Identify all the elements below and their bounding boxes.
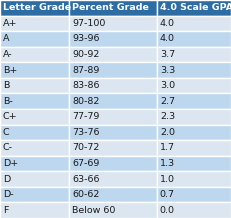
Bar xyxy=(0,0,69,15)
Text: 80-82: 80-82 xyxy=(72,97,100,106)
Text: C+: C+ xyxy=(3,112,17,121)
Text: 97-100: 97-100 xyxy=(72,19,105,28)
Bar xyxy=(69,187,157,203)
Bar xyxy=(0,187,69,203)
Bar xyxy=(157,171,231,187)
Text: 93-96: 93-96 xyxy=(72,34,100,43)
Text: 2.7: 2.7 xyxy=(160,97,175,106)
Text: A-: A- xyxy=(3,50,12,59)
Text: C-: C- xyxy=(3,143,13,152)
Text: 1.3: 1.3 xyxy=(160,159,175,168)
Text: Percent Grade: Percent Grade xyxy=(72,3,149,12)
Bar xyxy=(157,156,231,171)
Text: C: C xyxy=(3,128,9,137)
Bar xyxy=(0,31,69,47)
Bar xyxy=(69,203,157,218)
Bar xyxy=(69,47,157,62)
Bar xyxy=(0,109,69,124)
Bar xyxy=(69,78,157,94)
Text: 2.0: 2.0 xyxy=(160,128,175,137)
Text: Below 60: Below 60 xyxy=(72,206,116,215)
Text: Letter Grade: Letter Grade xyxy=(3,3,71,12)
Bar xyxy=(157,31,231,47)
Bar xyxy=(157,124,231,140)
Text: F: F xyxy=(3,206,8,215)
Bar xyxy=(69,124,157,140)
Bar xyxy=(69,0,157,15)
Bar xyxy=(69,109,157,124)
Bar xyxy=(157,187,231,203)
Text: 4.0 Scale GPA: 4.0 Scale GPA xyxy=(160,3,231,12)
Text: A+: A+ xyxy=(3,19,17,28)
Text: B: B xyxy=(3,81,9,90)
Text: 90-92: 90-92 xyxy=(72,50,100,59)
Bar xyxy=(0,156,69,171)
Bar xyxy=(157,78,231,94)
Bar xyxy=(0,62,69,78)
Text: 60-62: 60-62 xyxy=(72,190,100,199)
Text: D-: D- xyxy=(3,190,13,199)
Bar xyxy=(157,140,231,156)
Text: 70-72: 70-72 xyxy=(72,143,100,152)
Bar xyxy=(157,47,231,62)
Bar xyxy=(69,15,157,31)
Bar xyxy=(0,15,69,31)
Text: 2.3: 2.3 xyxy=(160,112,175,121)
Text: 77-79: 77-79 xyxy=(72,112,100,121)
Text: 73-76: 73-76 xyxy=(72,128,100,137)
Text: B+: B+ xyxy=(3,66,17,75)
Text: D+: D+ xyxy=(3,159,18,168)
Bar xyxy=(157,15,231,31)
Bar xyxy=(0,78,69,94)
Text: 67-69: 67-69 xyxy=(72,159,100,168)
Bar xyxy=(157,94,231,109)
Text: 3.3: 3.3 xyxy=(160,66,175,75)
Text: 87-89: 87-89 xyxy=(72,66,100,75)
Bar xyxy=(0,94,69,109)
Bar xyxy=(69,140,157,156)
Text: 3.0: 3.0 xyxy=(160,81,175,90)
Bar xyxy=(0,171,69,187)
Bar xyxy=(0,140,69,156)
Text: B-: B- xyxy=(3,97,12,106)
Text: 4.0: 4.0 xyxy=(160,34,175,43)
Text: 83-86: 83-86 xyxy=(72,81,100,90)
Bar xyxy=(157,0,231,15)
Bar xyxy=(69,31,157,47)
Text: 4.0: 4.0 xyxy=(160,19,175,28)
Bar xyxy=(157,62,231,78)
Text: A: A xyxy=(3,34,9,43)
Bar xyxy=(157,203,231,218)
Text: 1.7: 1.7 xyxy=(160,143,175,152)
Bar xyxy=(0,124,69,140)
Bar xyxy=(69,62,157,78)
Bar xyxy=(0,47,69,62)
Bar xyxy=(69,94,157,109)
Bar xyxy=(157,109,231,124)
Bar xyxy=(69,171,157,187)
Text: 3.7: 3.7 xyxy=(160,50,175,59)
Bar xyxy=(0,203,69,218)
Bar xyxy=(69,156,157,171)
Text: 63-66: 63-66 xyxy=(72,175,100,184)
Text: 0.7: 0.7 xyxy=(160,190,175,199)
Text: 0.0: 0.0 xyxy=(160,206,175,215)
Text: 1.0: 1.0 xyxy=(160,175,175,184)
Text: D: D xyxy=(3,175,10,184)
